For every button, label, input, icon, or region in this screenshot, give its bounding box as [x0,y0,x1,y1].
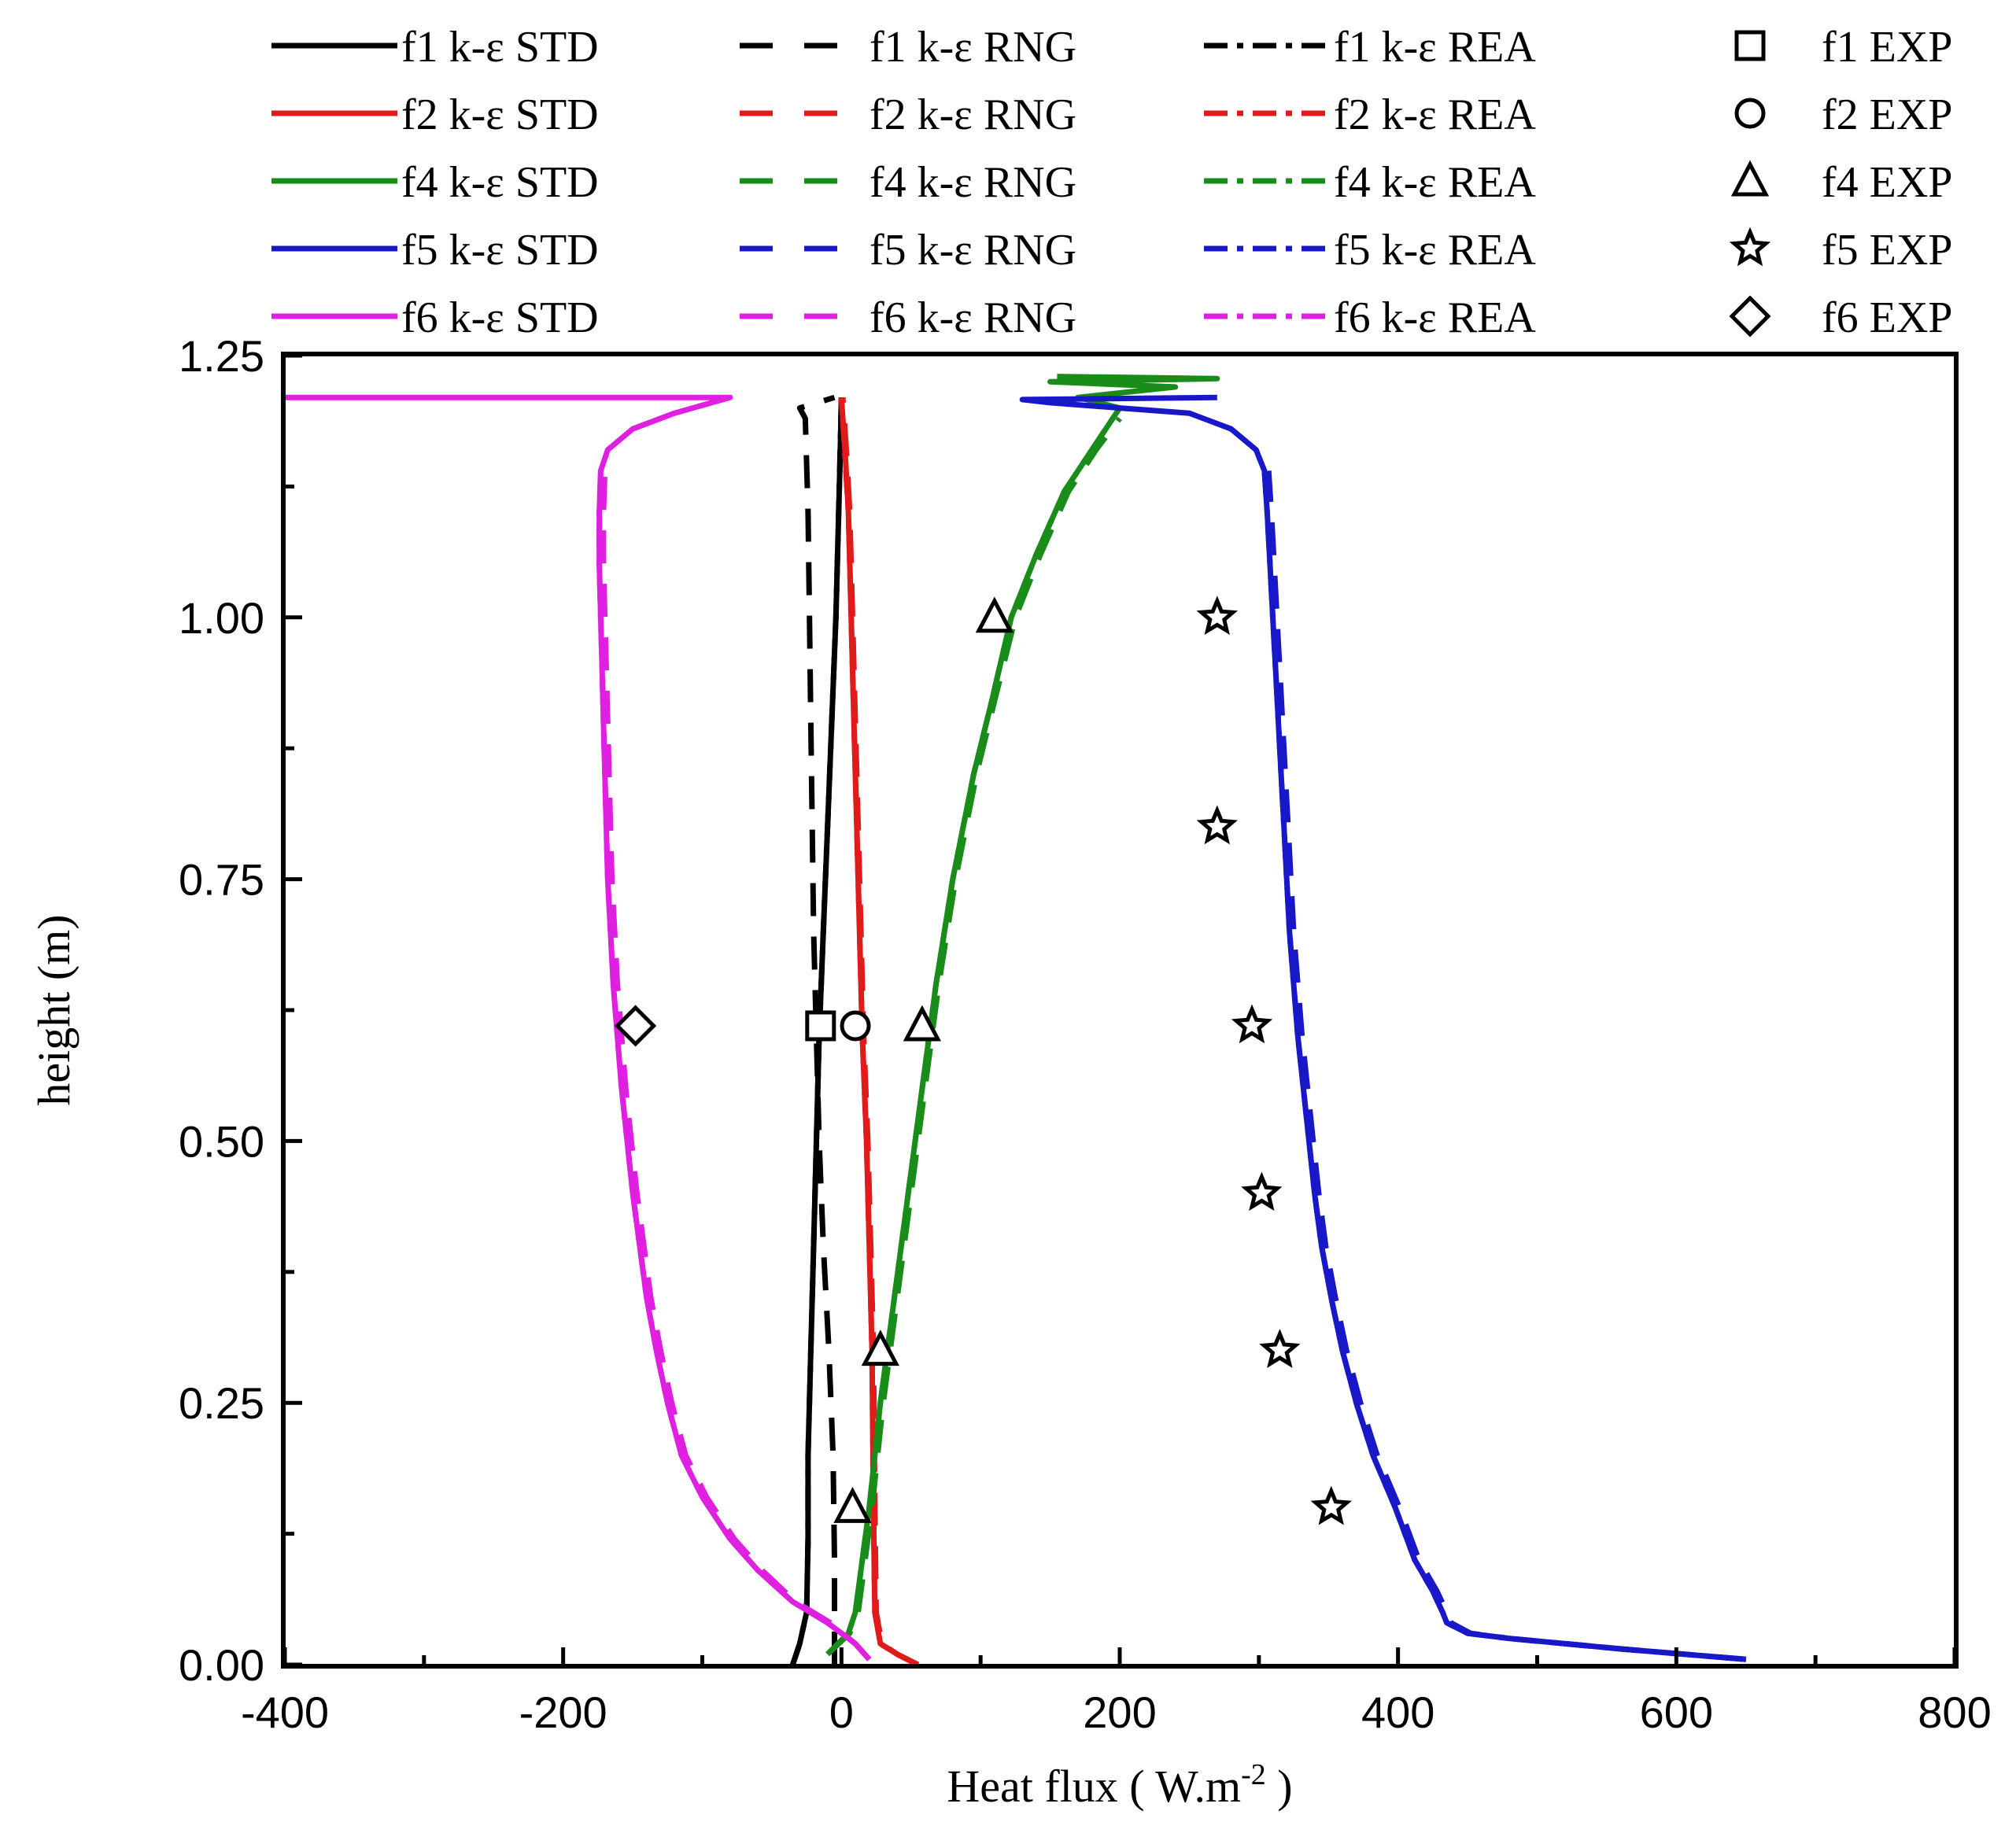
legend-label: f5 EXP [1822,226,1952,275]
series-line-f6-k-rng [600,470,872,1662]
legend-label: f5 k-ε STD [401,226,599,275]
y-axis-title: height (m) [28,914,79,1105]
x-tick-label: 600 [1640,1687,1713,1737]
exp-marker-f5-exp [1196,596,1239,636]
legend-label: f6 k-ε REA [1334,293,1536,342]
series-line-f6-k-std [285,394,872,1662]
series-line-f4-k-std [825,374,1220,1657]
legend-marker [1734,98,1766,129]
y-tick-label: 1.25 [179,331,264,381]
y-tick-label: 0.25 [179,1378,264,1428]
marker-layer [615,596,1353,1525]
legend-label: f4 k-ε STD [401,158,599,207]
x-tick-label: 800 [1918,1687,1991,1737]
legend-label: f5 k-ε RNG [870,226,1076,275]
x-tick-label: -200 [519,1687,607,1737]
y-tick-label: 1.00 [179,593,264,643]
exp-marker-f6-exp [615,1005,657,1047]
legend-label: f4 k-ε REA [1334,158,1536,207]
x-tick-label: 400 [1361,1687,1434,1737]
exp-marker-f4-exp [861,1330,899,1366]
legend-marker [1729,227,1771,267]
x-axis-title: Heat flux ( W.m-2 ) [947,1758,1292,1812]
legend-label: f4 EXP [1822,158,1952,207]
y-tick-label: 0.75 [179,855,264,905]
legend-label: f6 EXP [1822,293,1952,342]
exp-marker-f5-exp [1231,1004,1273,1044]
series-layer [285,374,1747,1665]
legend-label: f2 k-ε STD [401,90,599,139]
exp-marker-f1-exp [805,1010,836,1042]
legend-label: f6 k-ε RNG [870,293,1076,342]
exp-marker-f4-exp [975,596,1014,633]
x-tick-label: 200 [1083,1687,1156,1737]
legend-label: f1 k-ε REA [1334,23,1536,72]
series-line-f6-k-rea [596,470,872,1662]
legend: f1 k-ε STD f1 k-ε RNG f1 k-ε REA f1 EXP f2 k… [271,23,1952,342]
exp-marker-f5-exp [1196,805,1238,845]
series-line-f5-k-rng [1265,470,1747,1662]
series-line-f5-k-rea [1261,470,1747,1662]
series-line-f4-k-rea [825,406,1122,1657]
legend-label: f1 EXP [1822,23,1952,72]
legend-marker [1734,30,1766,61]
legend-label: f4 k-ε RNG [870,158,1076,207]
y-axis: 0.00 0.25 0.50 0.75 1.00 1.25 [179,331,302,1690]
exp-marker-f2-exp [840,1010,871,1042]
legend-label: f1 k-ε STD [401,23,599,72]
exp-marker-f4-exp [903,1005,942,1042]
exp-marker-f4-exp [833,1486,872,1523]
legend-marker [1729,295,1771,337]
x-tick-label: 0 [829,1687,854,1737]
series-line-f2-k-rea [838,396,920,1665]
legend-label: f1 k-ε RNG [870,23,1076,72]
exp-marker-f5-exp [1259,1329,1301,1368]
series-line-f1-k-rea [790,397,844,1665]
exp-marker-f5-exp [1310,1485,1353,1525]
series-line-f4-k-rng [825,416,1122,1657]
legend-label: f2 k-ε RNG [870,90,1076,139]
legend-label: f6 k-ε STD [401,293,599,342]
legend-marker [1730,160,1770,197]
series-line-f1-k-rng [796,394,837,1665]
exp-marker-f5-exp [1241,1171,1283,1212]
y-tick-label: 0.50 [179,1116,264,1166]
y-tick-label: 0.00 [179,1640,264,1690]
legend-label: f2 EXP [1822,90,1952,139]
legend-label: f2 k-ε REA [1334,90,1536,139]
series-line-f5-k-std [1019,394,1747,1662]
x-axis: -400 -200 0 200 400 600 800 [241,1647,1992,1737]
plot-frame [281,352,1959,1669]
legend-label: f5 k-ε REA [1334,226,1536,275]
x-tick-label: -400 [241,1687,329,1737]
